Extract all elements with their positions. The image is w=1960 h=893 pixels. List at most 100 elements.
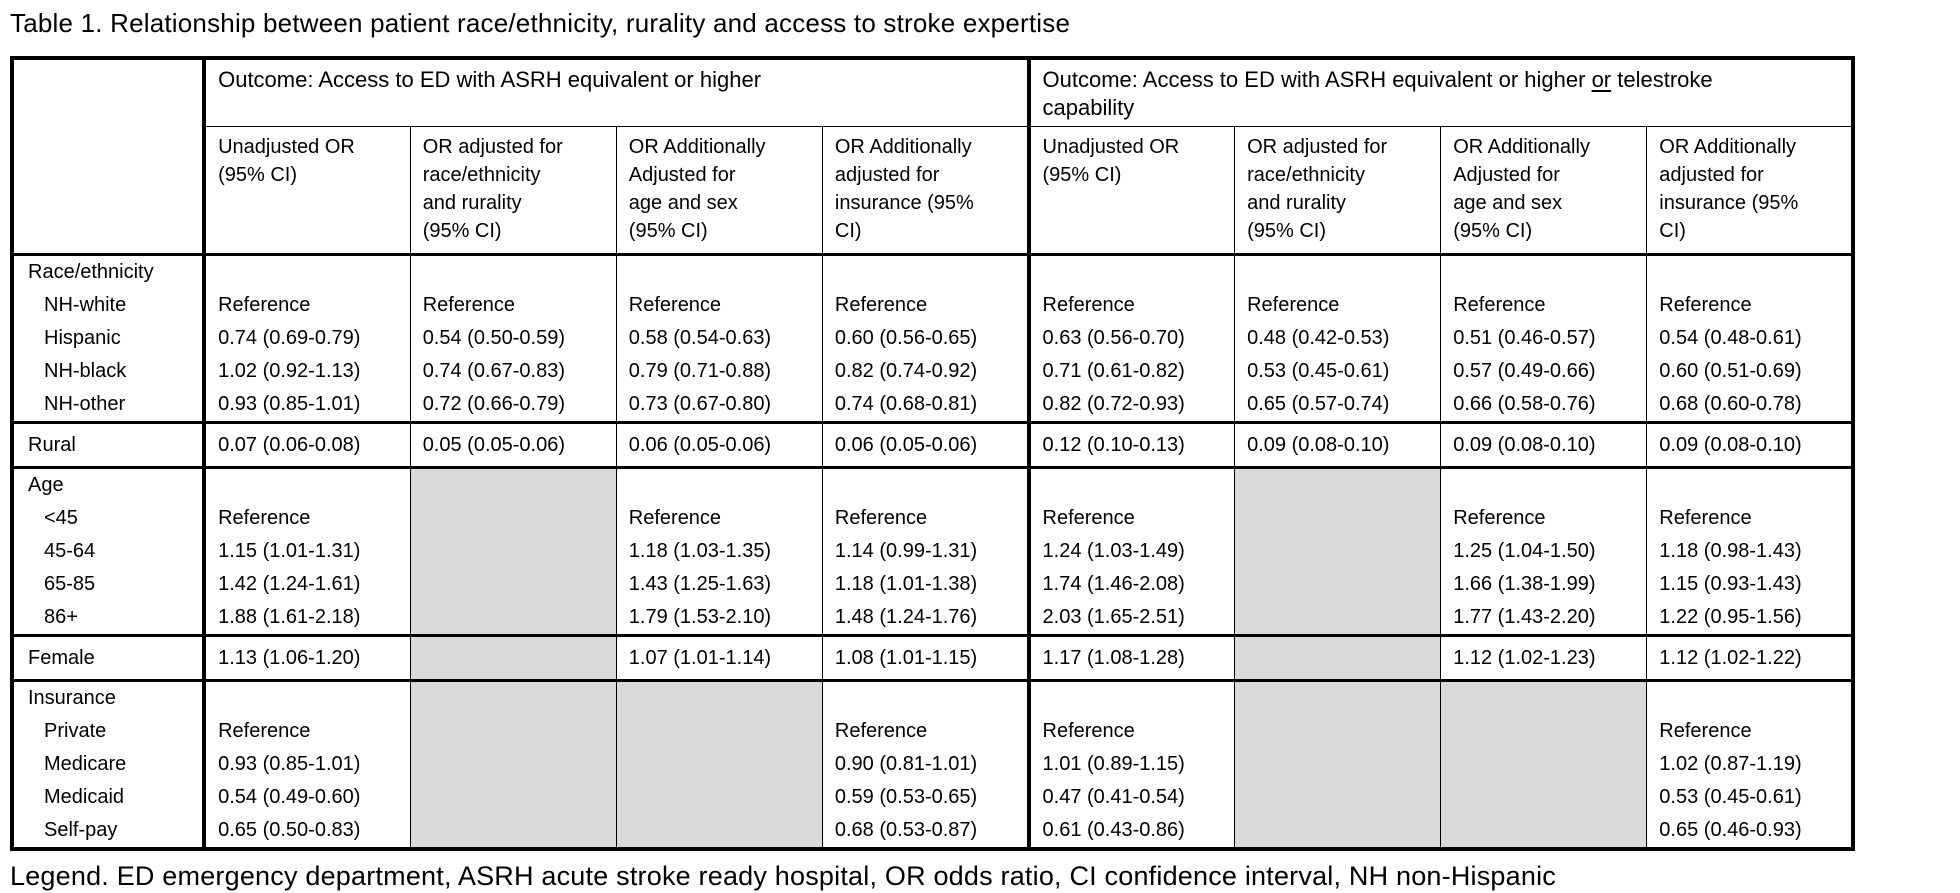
table-row: Medicare 0.93 (0.85-1.01) 0.90 (0.81-1.01)… [12, 748, 1853, 781]
corner-cell [12, 58, 204, 255]
shaded-cell [1234, 634, 1441, 681]
shaded-cell [1234, 535, 1441, 568]
or-cell [1026, 253, 1235, 289]
column-header: OR Additionally Adjusted for age and sex… [1440, 126, 1647, 256]
or-cell: 0.60 (0.56-0.65) [821, 322, 1029, 355]
shaded-cell [1234, 748, 1441, 781]
row-label: Rural [12, 421, 205, 468]
or-cell: 0.53 (0.45-0.61) [1234, 355, 1441, 388]
or-cell: 0.63 (0.56-0.70) [1026, 322, 1235, 355]
table-row: Rural 0.07 (0.06-0.08) 0.05 (0.05-0.06) 0.0… [12, 421, 1853, 468]
or-cell: Reference [202, 715, 411, 748]
shaded-cell [1234, 601, 1441, 636]
shaded-cell [1234, 568, 1441, 601]
or-cell: Reference [202, 502, 411, 535]
table-row: 65-85 1.42 (1.24-1.61) 1.43 (1.25-1.63) 1.1… [12, 568, 1853, 601]
shaded-cell [1234, 814, 1441, 849]
or-cell [821, 679, 1029, 715]
shaded-cell [409, 502, 617, 535]
or-cell: 0.82 (0.74-0.92) [821, 355, 1029, 388]
or-cell: 0.71 (0.61-0.82) [1026, 355, 1235, 388]
or-cell: Reference [1646, 502, 1853, 535]
shaded-cell [1440, 715, 1647, 748]
table-row: 86+ 1.88 (1.61-2.18) 1.79 (1.53-2.10) 1.48 … [12, 601, 1853, 636]
column-header: OR adjusted for race/ethnicity and rural… [409, 126, 617, 256]
table-row: NH-other 0.93 (0.85-1.01) 0.72 (0.66-0.79)… [12, 388, 1853, 423]
shaded-cell [409, 634, 617, 681]
or-cell: Reference [1026, 502, 1235, 535]
or-cell: Reference [615, 502, 823, 535]
or-cell: 1.02 (0.92-1.13) [202, 355, 411, 388]
outcome-header-row: Outcome: Access to ED with ASRH equivale… [12, 58, 1853, 127]
or-cell [1026, 466, 1235, 502]
or-cell: 0.09 (0.08-0.10) [1440, 421, 1647, 468]
or-cell: 1.01 (0.89-1.15) [1026, 748, 1235, 781]
or-cell: 0.07 (0.06-0.08) [202, 421, 411, 468]
row-label: 86+ [44, 606, 78, 628]
or-cell: Reference [821, 289, 1029, 322]
row-label: Race/ethnicity [12, 253, 205, 289]
or-cell: 0.51 (0.46-0.57) [1440, 322, 1647, 355]
column-header: OR adjusted for race/ethnicity and rural… [1234, 126, 1441, 256]
row-label: Hispanic [44, 327, 121, 349]
or-cell: 0.06 (0.05-0.06) [615, 421, 823, 468]
or-cell: Reference [1646, 715, 1853, 748]
or-cell: 1.74 (1.46-2.08) [1026, 568, 1235, 601]
row-label: Insurance [12, 679, 205, 715]
row-label: NH-white [44, 294, 127, 316]
or-cell: 1.02 (0.87-1.19) [1646, 748, 1853, 781]
column-header-row: Unadjusted OR (95% CI) OR adjusted for r… [12, 126, 1853, 256]
or-cell: 0.68 (0.60-0.78) [1646, 388, 1853, 423]
shaded-cell [409, 781, 617, 814]
or-cell: 0.54 (0.48-0.61) [1646, 322, 1853, 355]
shaded-cell [409, 748, 617, 781]
table-row: Hispanic 0.74 (0.69-0.79) 0.54 (0.50-0.59)… [12, 322, 1853, 355]
shaded-cell [1234, 502, 1441, 535]
or-cell [1646, 679, 1853, 715]
table-row: Self-pay 0.65 (0.50-0.83) 0.68 (0.53-0.87)… [12, 814, 1853, 849]
or-cell: 0.09 (0.08-0.10) [1234, 421, 1441, 468]
or-cell: 0.53 (0.45-0.61) [1646, 781, 1853, 814]
row-label: NH-black [44, 360, 127, 382]
or-cell [1646, 466, 1853, 502]
or-cell: 0.48 (0.42-0.53) [1234, 322, 1441, 355]
or-cell: 0.93 (0.85-1.01) [202, 388, 411, 423]
or-cell: Reference [202, 289, 411, 322]
shaded-cell [409, 601, 617, 636]
column-header: OR Additionally adjusted for insurance (… [821, 126, 1029, 256]
shaded-cell [409, 466, 617, 502]
legend: Legend. ED emergency department, ASRH ac… [10, 861, 1556, 891]
outcome-2-underlined-or: or [1591, 67, 1612, 92]
column-header: OR Additionally adjusted for insurance (… [1646, 126, 1853, 256]
or-cell: 1.66 (1.38-1.99) [1440, 568, 1647, 601]
or-cell: 0.57 (0.49-0.66) [1440, 355, 1647, 388]
shaded-cell [1440, 748, 1647, 781]
or-cell: 1.88 (1.61-2.18) [202, 601, 411, 636]
shaded-cell [1234, 466, 1441, 502]
or-cell [615, 253, 823, 289]
or-cell: 1.18 (1.01-1.38) [821, 568, 1029, 601]
table-row: Medicaid 0.54 (0.49-0.60) 0.59 (0.53-0.65)… [12, 781, 1853, 814]
or-cell [202, 679, 411, 715]
or-cell: 0.74 (0.67-0.83) [409, 355, 617, 388]
table-row: NH-white Reference Reference Reference Refer… [12, 289, 1853, 322]
or-cell: 1.17 (1.08-1.28) [1026, 634, 1235, 681]
or-cell [821, 253, 1029, 289]
shaded-cell [615, 814, 823, 849]
or-cell [615, 466, 823, 502]
shaded-cell [1234, 715, 1441, 748]
shaded-cell [409, 715, 617, 748]
row-label: Female [12, 634, 205, 681]
or-cell [821, 466, 1029, 502]
table-row: <45 Reference Reference Reference Reference R… [12, 502, 1853, 535]
or-cell [202, 466, 411, 502]
or-cell: 0.65 (0.46-0.93) [1646, 814, 1853, 849]
or-cell: 1.24 (1.03-1.49) [1026, 535, 1235, 568]
or-cell: 1.79 (1.53-2.10) [615, 601, 823, 636]
or-cell: 0.58 (0.54-0.63) [615, 322, 823, 355]
or-cell: 1.12 (1.02-1.22) [1646, 634, 1853, 681]
or-cell: Reference [1026, 289, 1235, 322]
or-cell: 0.65 (0.57-0.74) [1234, 388, 1441, 423]
row-label: 45-64 [44, 540, 96, 562]
shaded-cell [1440, 781, 1647, 814]
